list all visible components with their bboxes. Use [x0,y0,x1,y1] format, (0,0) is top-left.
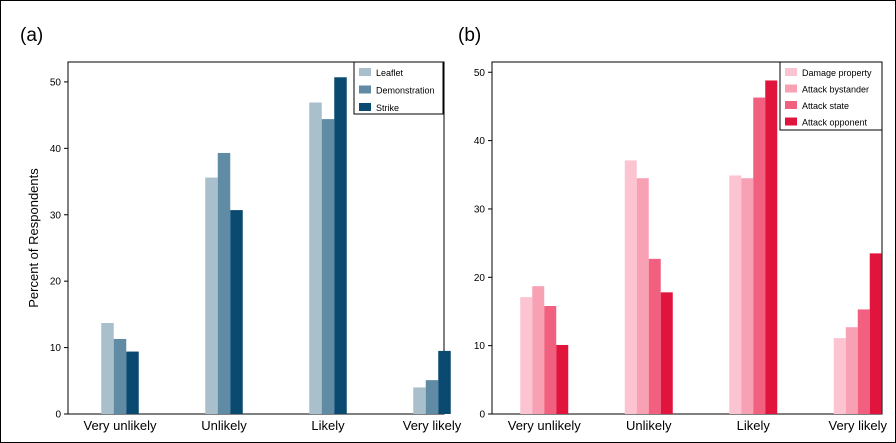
plot-frame-a [67,61,445,415]
y-tick-label-a: 40 [50,144,62,155]
y-tick-label-b: 50 [474,68,486,79]
bar-b [765,80,778,414]
bar-a [438,350,451,414]
y-tick-label-b: 40 [474,136,486,147]
y-tick-label-a: 50 [50,77,62,88]
bar-a [126,351,139,414]
y-tick-label-b: 20 [474,273,486,284]
legend-label-a: Strike [376,103,399,113]
legend-label-a: Demonstration [376,86,435,96]
bar-a [101,323,114,414]
y-tick-label-a: 20 [50,277,62,288]
bar-b [520,297,533,414]
legend-swatch-a [359,103,371,111]
x-category-label-a: Unlikely [201,418,247,433]
bar-b [845,327,858,414]
y-axis-label-a: Percent of Respondents [26,168,41,308]
bar-a [230,210,243,414]
y-tick-label-b: 30 [474,204,486,215]
panel-b-label: (b) [458,25,481,46]
x-category-label-b: Unlikely [626,418,672,433]
bar-a [334,77,347,414]
bar-a [425,380,439,414]
bar-b [729,175,742,414]
bar-b [648,258,661,414]
bar-a [321,119,335,415]
legend-swatch-b [785,84,797,93]
chart-panel-a: 0 10 20 30 40 50 Percent of Respondents Very un… [26,61,462,433]
bar-b [833,338,846,414]
bar-a [205,177,218,414]
x-category-label-b: Very unlikely [508,418,581,433]
legend-swatch-b [785,68,797,76]
panel-a-label: (a) [20,25,43,46]
bar-a [113,338,127,414]
bar-b [869,253,882,414]
legend-swatch-b [785,117,797,126]
bar-b [660,292,673,414]
bar-b [532,286,545,414]
bar-b [556,344,569,414]
y-tick-label-b: 0 [479,410,485,421]
bar-b [753,97,766,414]
legend-swatch-b [785,101,797,109]
bar-a [217,152,231,414]
chart-panel-b: 0 10 20 30 40 50 Very unlikely Unlikely Likely Ve… [474,61,888,433]
y-tick-label-a: 30 [50,210,62,221]
y-tick-label-a: 0 [55,410,61,421]
legend-label-b: Attack state [802,101,849,111]
x-category-label-a: Likely [311,418,345,433]
legend-swatch-a [359,68,371,76]
legend-label-b: Damage property [802,68,872,78]
legend-label-b: Attack opponent [802,118,868,128]
x-category-label-b: Likely [737,418,771,433]
x-category-label-a: Very unlikely [84,418,157,433]
y-tick-label-b: 10 [474,341,486,352]
plot-frame-b [491,61,883,415]
bar-b [544,306,557,414]
x-category-label-a: Very likely [403,418,462,433]
x-category-label-b: Very likely [828,418,887,433]
bar-b [741,178,754,414]
bar-b [636,178,649,414]
bar-b [857,309,870,414]
legend-label-b: Attack bystander [802,85,869,95]
bar-b [624,160,637,414]
y-tick-label-a: 10 [50,343,62,354]
legend-label-a: Leaflet [376,68,404,78]
legend-swatch-a [359,85,371,94]
bar-a [309,102,322,414]
bar-a [413,387,426,414]
